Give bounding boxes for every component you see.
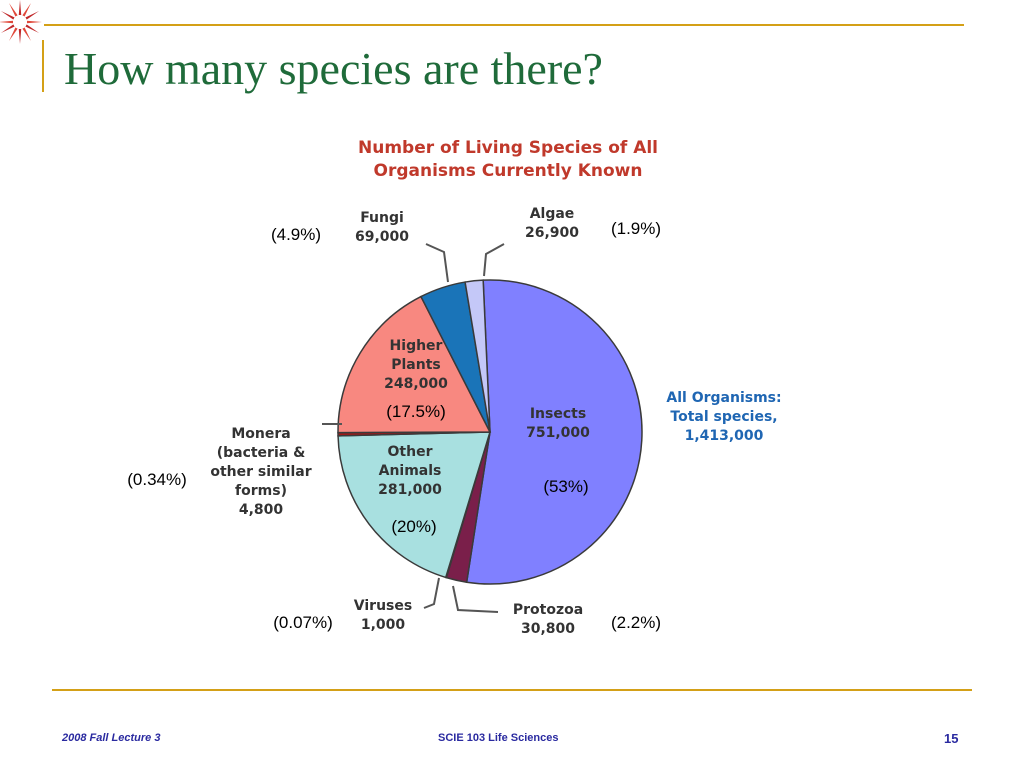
logo-ray bbox=[25, 11, 40, 20]
logo-ray bbox=[9, 27, 18, 42]
logo-ray bbox=[26, 20, 42, 24]
slice-label-monera: 4,800 bbox=[239, 502, 284, 518]
slice-label-monera: forms) bbox=[235, 483, 287, 499]
percent-label-higher-plants: (17.5%) bbox=[386, 402, 446, 421]
leader-line-protozoa bbox=[452, 585, 499, 613]
leader-line-fungi bbox=[425, 243, 449, 283]
logo-ray bbox=[25, 24, 40, 33]
sunburst-logo-icon bbox=[0, 0, 42, 44]
slice-label-algae: Algae bbox=[530, 206, 575, 222]
slice-label-other-animals: Other bbox=[388, 444, 433, 460]
footer-lecture: 2008 Fall Lecture 3 bbox=[62, 732, 161, 744]
logo-ray bbox=[0, 11, 15, 20]
logo-ray bbox=[0, 20, 14, 24]
logo-ray bbox=[9, 2, 18, 17]
slice-label-monera: other similar bbox=[210, 464, 311, 480]
logo-ray bbox=[22, 27, 31, 42]
slice-label-insects: Insects bbox=[530, 406, 586, 422]
slice-label-higher-plants: Higher bbox=[390, 338, 443, 354]
slice-label-insects: 751,000 bbox=[526, 425, 590, 441]
percent-label-monera: (0.34%) bbox=[127, 470, 187, 489]
slice-label-algae: 26,900 bbox=[525, 225, 579, 241]
footer-rule bbox=[52, 689, 972, 691]
logo-ray bbox=[18, 0, 22, 16]
slide-title: How many species are there? bbox=[64, 43, 603, 94]
chart-title-line-2: Organisms Currently Known bbox=[374, 161, 643, 181]
leader-line-viruses bbox=[423, 577, 440, 609]
leader-line-algae bbox=[483, 243, 505, 277]
pie-slice-insects bbox=[465, 279, 643, 585]
slice-label-higher-plants: 248,000 bbox=[384, 376, 448, 392]
slice-label-protozoa: 30,800 bbox=[521, 621, 575, 637]
slice-label-fungi: 69,000 bbox=[355, 229, 409, 245]
percent-label-protozoa: (2.2%) bbox=[611, 613, 661, 632]
slice-label-monera: Monera bbox=[231, 426, 290, 442]
logo-ray bbox=[22, 2, 31, 17]
slice-label-protozoa: Protozoa bbox=[513, 602, 583, 618]
logo-ray bbox=[18, 28, 22, 44]
page-number: 15 bbox=[944, 731, 959, 746]
title-side-rule bbox=[42, 40, 44, 92]
percent-label-fungi: (4.9%) bbox=[271, 225, 321, 244]
logo-ray bbox=[0, 24, 15, 33]
slice-label-other-animals: 281,000 bbox=[378, 482, 442, 498]
percent-label-insects: (53%) bbox=[543, 477, 588, 496]
slice-label-monera: (bacteria & bbox=[217, 445, 306, 461]
species-pie-chart: Number of Living Species of All Organism… bbox=[127, 138, 781, 637]
footer-course: SCIE 103 Life Sciences bbox=[438, 732, 559, 744]
pie-slice-higher-plants bbox=[337, 295, 492, 434]
percent-label-viruses: (0.07%) bbox=[273, 613, 333, 632]
total-species-label: All Organisms: bbox=[666, 390, 781, 406]
slice-label-fungi: Fungi bbox=[360, 210, 404, 226]
title-rule bbox=[44, 24, 964, 26]
pie-slice-algae bbox=[464, 279, 491, 433]
total-species-label: Total species, bbox=[670, 409, 777, 425]
slice-label-viruses: 1,000 bbox=[361, 617, 406, 633]
pie-slice-other-animals bbox=[337, 431, 492, 579]
percent-label-other-animals: (20%) bbox=[391, 517, 436, 536]
slice-label-other-animals: Animals bbox=[379, 463, 442, 479]
percent-label-algae: (1.9%) bbox=[611, 219, 661, 238]
chart-title-line-1: Number of Living Species of All bbox=[358, 138, 658, 158]
total-species-label: 1,413,000 bbox=[685, 428, 764, 444]
slice-label-higher-plants: Plants bbox=[391, 357, 441, 373]
slice-label-viruses: Viruses bbox=[354, 598, 412, 614]
